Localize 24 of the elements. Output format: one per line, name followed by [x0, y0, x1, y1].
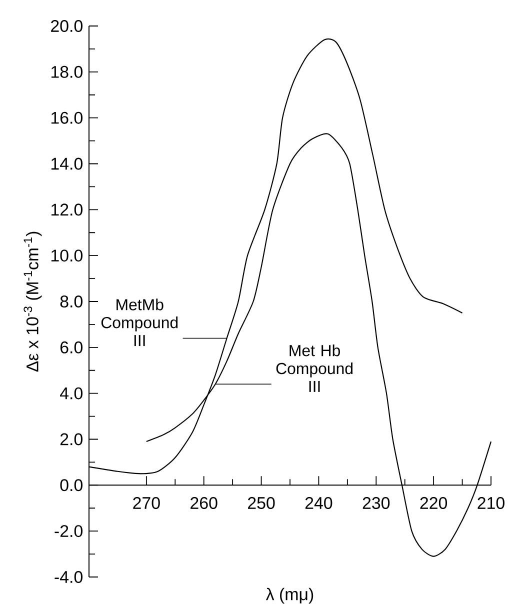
- y-tick-label: 0.0: [60, 479, 82, 492]
- y-tick-label: 12.0: [51, 204, 82, 216]
- y-tick-label: 18.0: [51, 66, 82, 78]
- y-tick-label: 14.0: [51, 158, 82, 170]
- y-tick-label: 8.0: [60, 296, 82, 308]
- y-tick-label: 2.0: [60, 433, 82, 446]
- x-tick-label: 250: [248, 497, 275, 510]
- x-tick-label: 210: [478, 497, 504, 510]
- series-label: Met Hb Compound III: [276, 344, 352, 392]
- text: MetMb Compound III: [101, 298, 178, 346]
- y-axis-title: Δε x 10$^{-3}$ (M$^{-1}$cm$^{-1}$): [24, 232, 42, 372]
- y-tick-label: 20.0: [51, 20, 82, 32]
- x-tick-label: 220: [420, 497, 448, 510]
- y-tick-label: 4.0: [60, 387, 82, 400]
- x-axis-title: λ (mμ): [266, 588, 314, 604]
- x-tick-label: 270: [133, 497, 160, 510]
- y-tick-label: -4.0: [54, 571, 82, 583]
- x-tick-label: 260: [190, 497, 218, 510]
- x-tick-label: 240: [305, 497, 332, 510]
- x-tick-label: 230: [362, 497, 390, 510]
- y-tick-label: 6.0: [60, 341, 82, 354]
- y-tick-label: 10.0: [51, 250, 82, 262]
- y-tick-label: -2.0: [54, 525, 82, 538]
- y-tick-label: 16.0: [51, 112, 82, 124]
